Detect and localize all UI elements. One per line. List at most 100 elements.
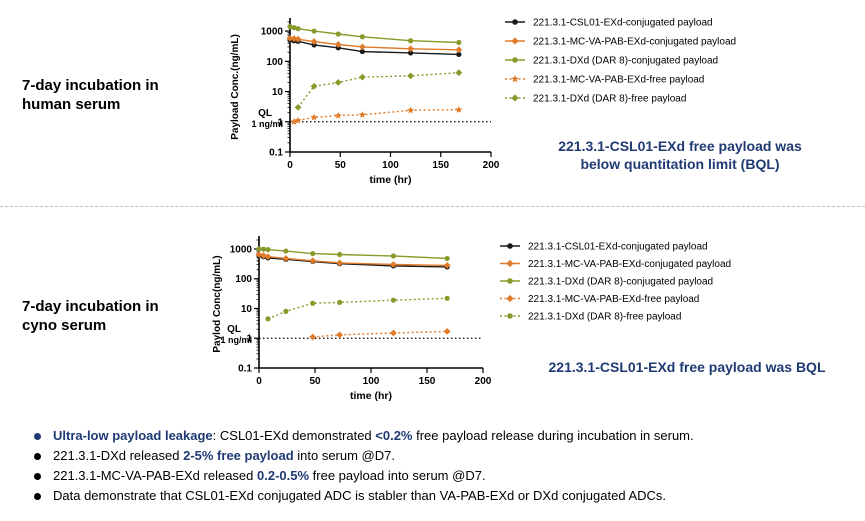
legend-marker (511, 37, 519, 45)
bullet-text: <0.2% (375, 428, 413, 443)
data-point (407, 45, 414, 53)
data-point (310, 82, 318, 90)
y-tick-label: 0.1 (238, 364, 252, 375)
data-point (334, 41, 342, 48)
ql-sublabel: 1 ng/ml (220, 335, 252, 345)
data-point (336, 259, 344, 267)
y-tick-label: 10 (272, 87, 284, 98)
data-point (294, 103, 302, 111)
data-point (408, 50, 414, 56)
data-point (260, 246, 267, 252)
x-tick-label: 150 (432, 160, 449, 171)
x-axis-label: time (hr) (370, 174, 412, 186)
legend-marker (507, 313, 513, 319)
data-point (358, 73, 366, 81)
legend-entry: 221.3.1-MC-VA-PAB-EXd-conjugated payload (533, 37, 736, 48)
legend-entry: 221.3.1-MC-VA-PAB-EXd-free payload (533, 75, 704, 86)
legend-entry: 221.3.1-DXd (DAR 8)-conjugated payload (528, 277, 713, 288)
data-point (283, 248, 289, 254)
y-tick-label: 1 (277, 117, 283, 128)
data-point (407, 72, 414, 80)
note-line-1: 221.3.1-CSL01-EXd free payload was (558, 138, 802, 154)
x-tick-label: 100 (382, 160, 399, 171)
human-bql-note: 221.3.1-CSL01-EXd free payload was below… (530, 137, 830, 173)
legend-entry: 221.3.1-CSL01-EXd-conjugated payload (533, 18, 713, 29)
data-point (406, 106, 415, 114)
data-point (295, 26, 301, 32)
data-point (444, 255, 450, 262)
summary-bullets: Ultra-low payload leakage: CSL01-EXd dem… (30, 426, 694, 506)
y-tick-label: 1 (246, 334, 252, 345)
bullet-text: 221.3.1-DXd released (53, 448, 184, 463)
legend-marker (506, 259, 514, 268)
data-point (358, 43, 366, 51)
data-point (287, 24, 293, 30)
series-line (293, 109, 459, 123)
legend-marker (507, 243, 513, 249)
x-tick-label: 200 (475, 376, 492, 387)
bullet-text: Data demonstrate that CSL01-EXd conjugat… (53, 488, 667, 503)
x-tick-label: 200 (483, 160, 500, 171)
note-line-2: below quantitation limit (BQL) (580, 156, 780, 172)
bullet-dot-icon (34, 472, 41, 480)
data-point (444, 295, 450, 301)
y-tick-label: 0.1 (269, 148, 283, 159)
data-point (310, 38, 318, 45)
data-point (310, 250, 316, 257)
bullet-item: 221.3.1-DXd released 2-5% free payload i… (30, 446, 694, 466)
series-line (267, 297, 448, 320)
data-point (443, 327, 451, 335)
legend-marker (507, 278, 513, 284)
y-axis-label: Payload Conc.(ng/mL) (230, 34, 241, 140)
data-point (456, 39, 462, 46)
cyno-serum-label: 7-day incubation in cyno serum (22, 297, 159, 335)
data-point (264, 253, 272, 261)
legend-entry: 221.3.1-MC-VA-PAB-EXd-free payload (528, 294, 699, 305)
bullet-item: Ultra-low payload leakage: CSL01-EXd dem… (30, 426, 694, 446)
data-point (255, 251, 263, 258)
series-line (297, 72, 459, 108)
y-tick-label: 1000 (230, 244, 253, 255)
legend-marker (511, 94, 519, 102)
legend-marker (506, 294, 514, 303)
bullet-dot-icon (34, 432, 41, 440)
data-point (291, 25, 297, 31)
data-point (390, 253, 396, 259)
data-point (455, 69, 463, 77)
data-point (359, 48, 365, 55)
bullet-text: into serum @D7. (293, 448, 395, 463)
data-point (294, 35, 302, 43)
data-point (443, 262, 451, 269)
bullet-text: free payload release during incubation i… (412, 428, 694, 443)
x-tick-label: 50 (309, 376, 321, 387)
data-point (337, 299, 343, 306)
bullet-text: free payload into serum @D7. (309, 468, 486, 483)
y-tick-label: 100 (266, 57, 283, 68)
bullet-text: Ultra-low payload leakage (53, 428, 213, 443)
legend-entry: 221.3.1-CSL01-EXd-conjugated payload (528, 242, 708, 253)
legend-entry: 221.3.1-MC-VA-PAB-EXd-conjugated payload (528, 259, 731, 270)
data-point (310, 113, 318, 121)
legend-marker (512, 19, 518, 25)
bullet-item: Data demonstrate that CSL01-EXd conjugat… (30, 486, 694, 506)
y-tick-label: 100 (235, 274, 252, 285)
ql-label: QL (227, 324, 241, 335)
x-tick-label: 150 (419, 376, 436, 387)
data-point (294, 116, 302, 124)
y-tick-label: 10 (241, 304, 253, 315)
bullet-text: : CSL01-EXd demonstrated (212, 428, 376, 443)
x-axis-label: time (hr) (350, 390, 392, 402)
ql-sublabel: 1 ng/ml (251, 119, 283, 129)
ql-label: QL (258, 108, 272, 119)
data-point (256, 246, 262, 252)
bullet-dot-icon (34, 492, 41, 500)
legend-entry: 221.3.1-DXd (DAR 8)-free payload (533, 94, 686, 105)
label-line-2: cyno serum (22, 317, 107, 334)
data-point (265, 316, 271, 322)
label-line-1: 7-day incubation in (22, 298, 159, 315)
data-point (456, 51, 462, 57)
legend-marker (511, 75, 519, 83)
y-tick-label: 1000 (261, 27, 284, 38)
x-tick-label: 50 (335, 160, 347, 171)
